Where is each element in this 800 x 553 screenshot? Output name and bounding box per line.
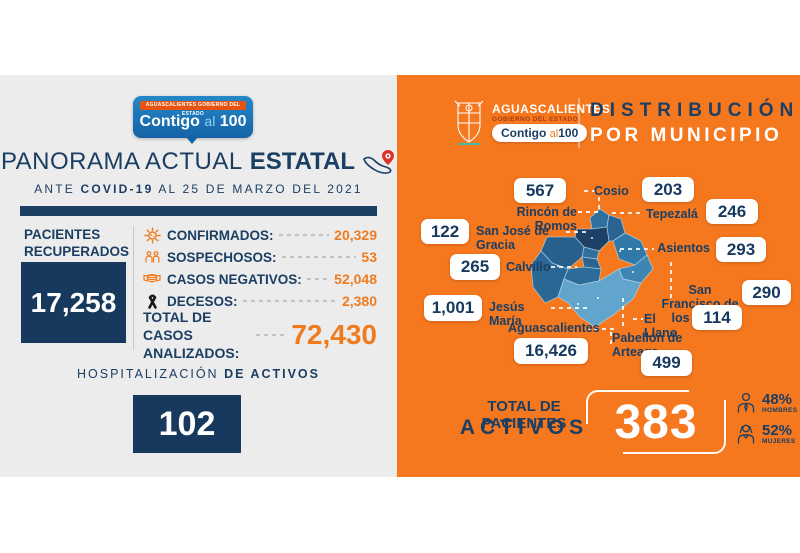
hospitalization-value-box: 102 [133, 395, 241, 453]
ribbon-icon [143, 293, 161, 310]
aguascalientes-map [530, 208, 654, 328]
label-asientos: Asientos [657, 241, 710, 255]
frame-corner-bottom-right [623, 399, 726, 454]
dashed-leader [278, 234, 330, 236]
distribution-title-line1: DISTRIBUCIÓN [590, 100, 800, 121]
contigo-brand-text: Contigo al 100 [139, 113, 247, 130]
connector-line [612, 212, 642, 214]
state-crest-icon [454, 100, 484, 145]
stats-list: CONFIRMADOS: 20,329 SOSPECHOSOS: 53 CASO… [143, 224, 377, 312]
frame-corner-top-left [586, 390, 689, 424]
value-pill-san-francisco: 290 [742, 280, 791, 305]
connector-line [566, 231, 588, 233]
label-calvillo: Calvillo [506, 260, 551, 274]
map-region-aguascalientes [557, 268, 642, 328]
contigo-al-100-pill: Contigo al100 [492, 124, 588, 142]
dashed-leader [242, 300, 337, 302]
dashed-leader [281, 256, 357, 258]
connector-line [670, 262, 672, 298]
gender-row-men: 48% HOMBRES [736, 392, 797, 414]
column-divider [133, 226, 134, 350]
value-pill-asientos: 293 [716, 237, 766, 262]
header-divider [578, 98, 580, 148]
actives-label-line1: TOTAL DE PACIENTES [481, 398, 567, 432]
connector-line [622, 298, 624, 326]
connector-line [551, 307, 587, 309]
connector-line [586, 328, 618, 330]
connector-line [598, 197, 600, 213]
label-el-llano: El Llano [644, 312, 678, 340]
state-name-label: AGUASCALIENTES [492, 102, 611, 116]
virus-icon [143, 226, 161, 244]
subtitle-date: ANTE COVID-19 AL 25 DE MARZO DEL 2021 [34, 182, 363, 196]
label-jesus-maria: Jesús María [489, 300, 525, 328]
value-pill-rincon: 567 [514, 178, 566, 203]
value-pill-pabellon: 499 [641, 350, 692, 376]
connector-line [551, 266, 577, 268]
gender-text-women: 52% MUJERES [762, 422, 796, 445]
label-cosio: Cosio [594, 184, 629, 198]
gender-row-women: 52% MUJERES [736, 423, 796, 445]
total-analyzed-label: TOTAL DE CASOS ANALIZADOS: [143, 309, 240, 361]
stat-row-decesos: DECESOS: 2,380 [143, 290, 377, 312]
page-title: PANORAMA ACTUAL ESTATAL [0, 148, 397, 176]
recovered-label: PACIENTES RECUPERADOS [24, 227, 130, 259]
label-san-jose: San José de Gracia [476, 224, 549, 252]
label-tepezala: Tepezalá [646, 207, 698, 221]
hospitalization-label: HOSPITALIZACIÓN DE ACTIVOS [76, 367, 320, 381]
actives-label-line2: ACTIVOS [459, 416, 589, 439]
value-pill-jesus-maria: 1,001 [424, 295, 482, 321]
value-pill-calvillo: 265 [450, 254, 500, 280]
female-icon [737, 424, 755, 444]
distribution-title-line2: POR MUNICIPIO [590, 125, 783, 146]
stat-row-confirmados: CONFIRMADOS: 20,329 [143, 224, 377, 246]
recovered-value: 17,258 [30, 286, 117, 318]
value-pill-el-llano: 114 [692, 305, 742, 330]
government-strip-label: AGUASCALIENTES GOBIERNO DEL ESTADO [140, 101, 246, 117]
male-icon [737, 392, 755, 413]
connector-line [633, 318, 643, 320]
connector-line [584, 190, 596, 192]
hospitalization-value: 102 [158, 404, 216, 443]
actives-value: 383 [614, 395, 698, 449]
stat-row-casos-negativos: CASOS NEGATIVOS: 52,048 [143, 268, 377, 290]
mask-icon [143, 272, 161, 286]
government-label: GOBIERNO DEL ESTADO [492, 116, 579, 123]
value-pill-tepezala: 246 [706, 199, 758, 224]
value-pill-cosio: 203 [642, 177, 694, 202]
value-pill-aguascalientes: 16,426 [514, 338, 588, 364]
gender-text-men: 48% HOMBRES [762, 391, 798, 414]
label-rincon: Rincón de Romos [516, 205, 577, 233]
total-analyzed-row: TOTAL DE CASOS ANALIZADOS: 72,430 [143, 308, 377, 362]
connector-line [620, 248, 654, 250]
connector-line [578, 211, 598, 213]
mexico-pin-icon [363, 150, 395, 174]
divider-bar [20, 206, 377, 216]
contigo-al-100-badge: AGUASCALIENTES GOBIERNO DEL ESTADO Conti… [133, 96, 253, 138]
dashed-leader [306, 278, 330, 280]
badge-tail [186, 137, 198, 144]
suspects-icon [143, 249, 161, 266]
stat-row-sospechosos: SOSPECHOSOS: 53 [143, 246, 377, 268]
dashed-leader [256, 334, 287, 336]
actives-value-frame: 383 [586, 390, 726, 454]
value-pill-san-jose: 122 [421, 219, 469, 244]
connector-line [610, 332, 612, 346]
recovered-value-box: 17,258 [21, 262, 126, 343]
label-aguascalientes: Aguascalientes [508, 321, 600, 335]
total-analyzed-value: 72,430 [291, 319, 377, 350]
